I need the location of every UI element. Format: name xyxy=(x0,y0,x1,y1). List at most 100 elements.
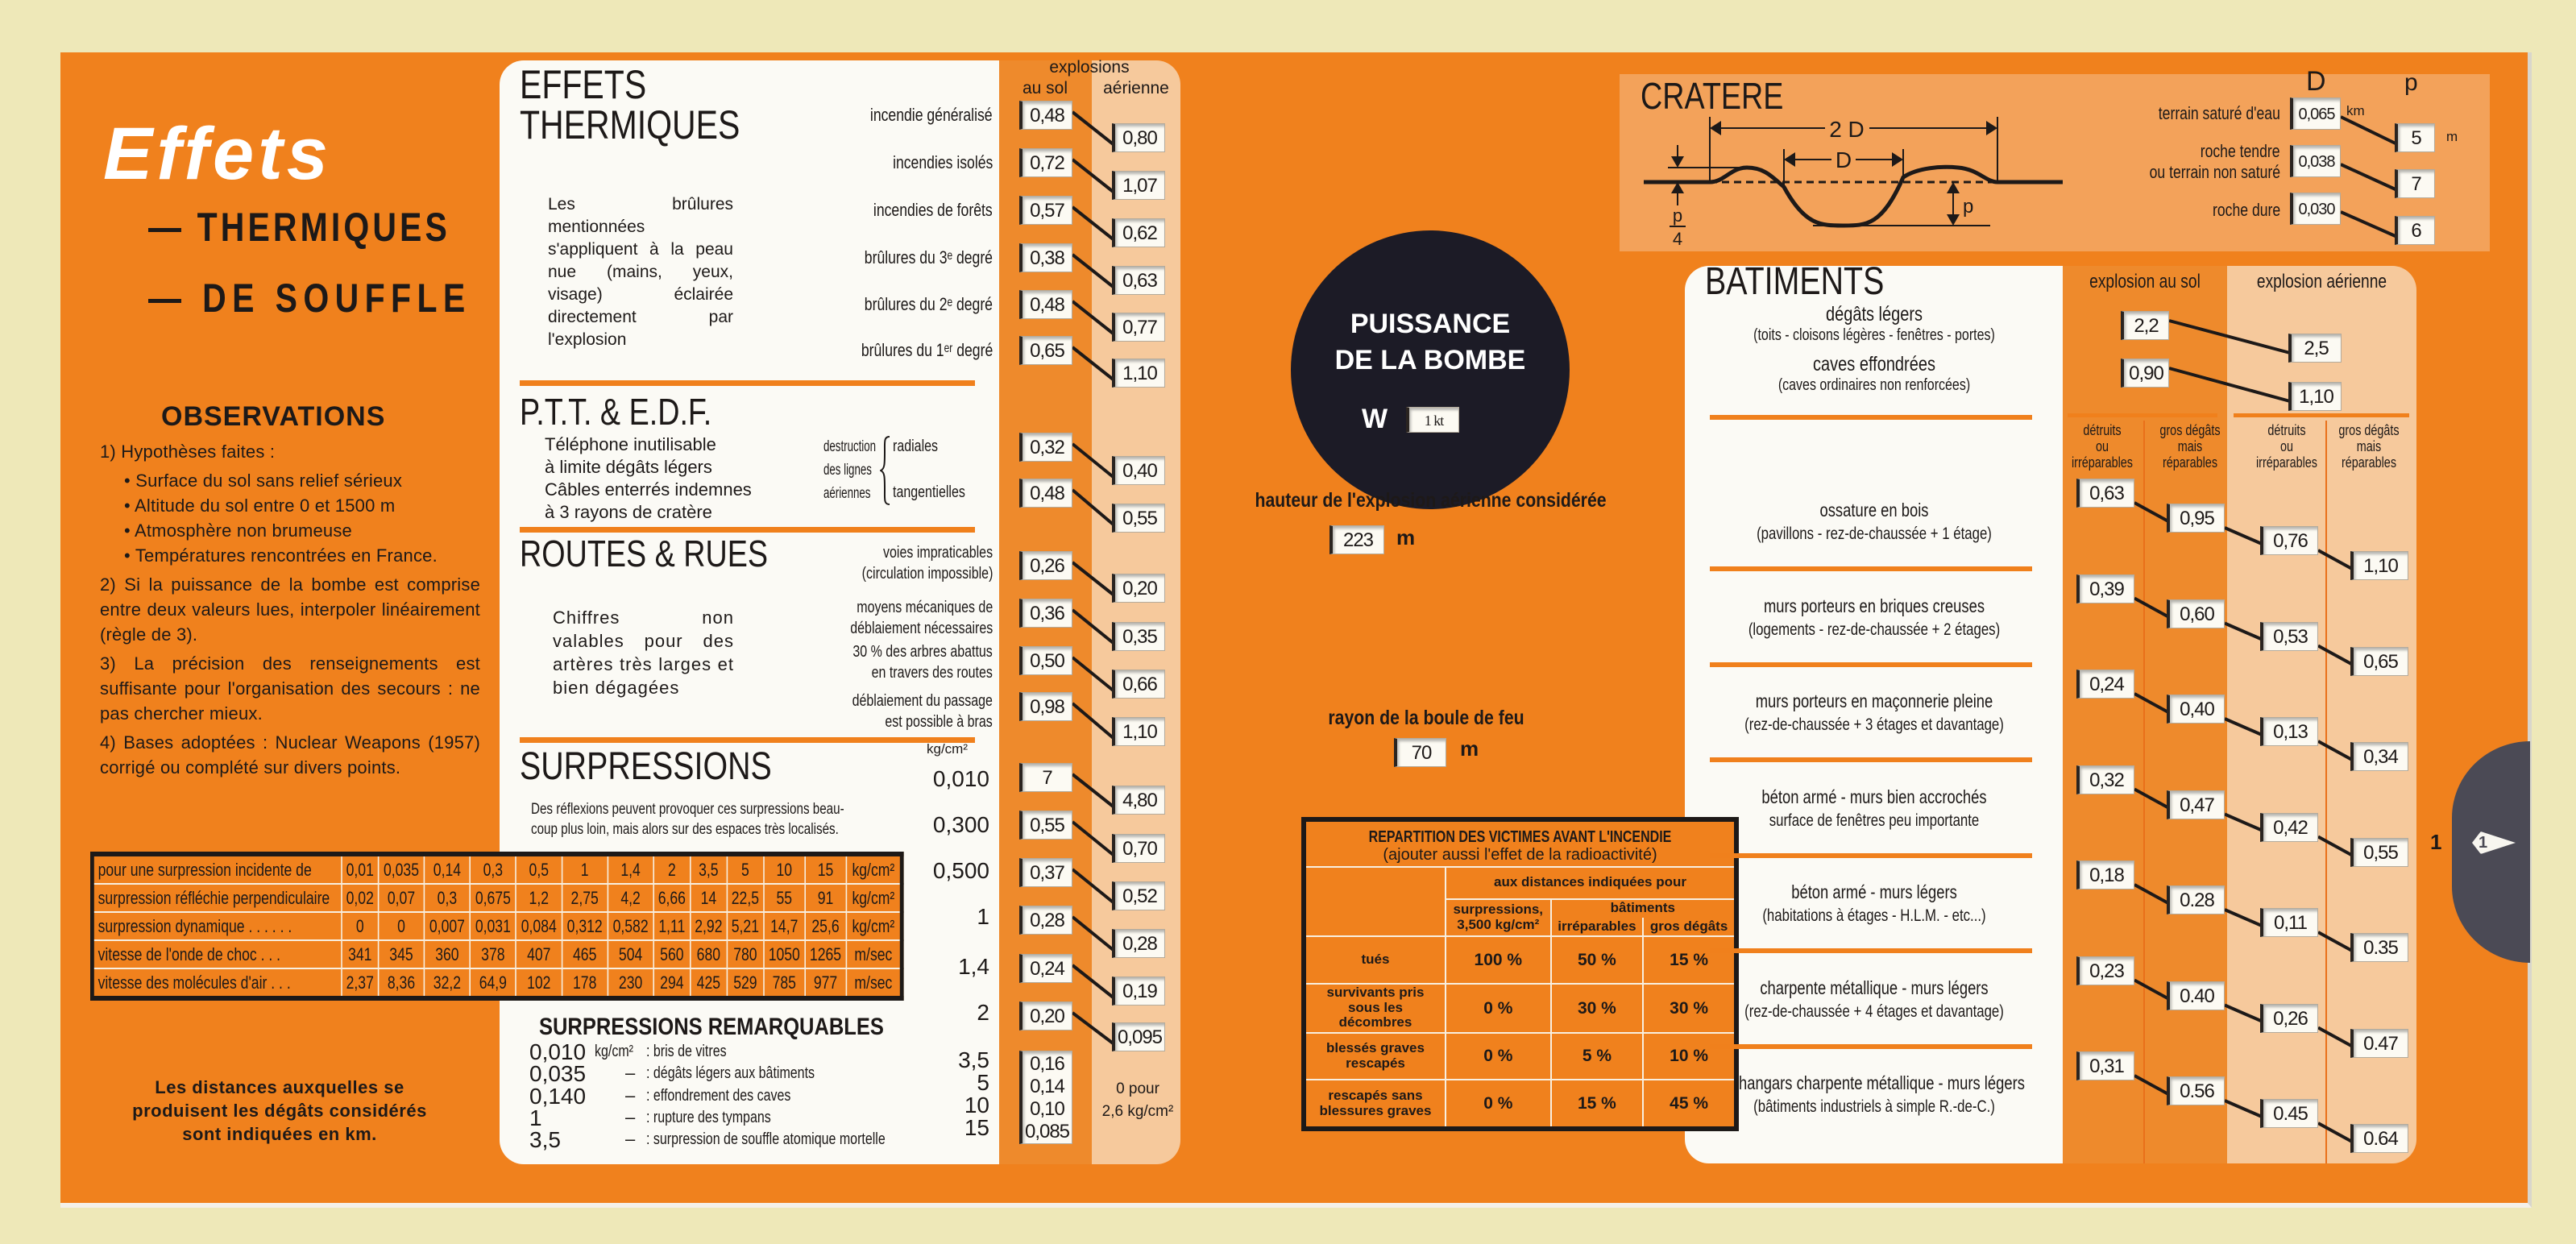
ground-distance-window[interactable]: 0,55 xyxy=(1019,811,1072,840)
air-distance-window[interactable]: 0,35 xyxy=(1112,622,1165,651)
table-row: vitesse de l'onde de choc . . . 341 345 360… xyxy=(91,939,903,969)
crater-depth-window[interactable]: 5 xyxy=(2395,123,2435,152)
building-distance-window[interactable]: 0.47 xyxy=(2350,1028,2408,1058)
building-distance-window[interactable]: 0,23 xyxy=(2076,956,2134,985)
building-distance-window[interactable]: 0.64 xyxy=(2350,1124,2408,1153)
building-distance-window[interactable]: 0,39 xyxy=(2076,574,2134,603)
air-distance-window[interactable]: 0,20 xyxy=(1112,574,1165,603)
table-cell: 2,75 xyxy=(561,883,608,913)
building-distance-window[interactable]: 0,26 xyxy=(2260,1003,2318,1033)
ground-distance-window[interactable]: 7 xyxy=(1019,763,1072,792)
ground-distance-window[interactable]: 0,32 xyxy=(1019,433,1072,462)
air-distance-window[interactable]: 0,62 xyxy=(1112,218,1165,247)
victims-title-text: REPARTITION DES VICTIMES AVANT L'INCENDI… xyxy=(1368,827,1672,846)
overpressure-header: surpressions, 3,500 kg/cm² xyxy=(1445,898,1552,938)
crater-diameter-window[interactable]: 0,038 xyxy=(2290,145,2341,177)
air-distance-window[interactable]: 0,095 xyxy=(1112,1022,1165,1051)
building-distance-window[interactable]: 0,42 xyxy=(2260,812,2318,842)
building-distance-window[interactable]: 0,47 xyxy=(2167,790,2225,819)
air-distance-window[interactable]: 1,10 xyxy=(1112,359,1165,388)
building-distance-window[interactable]: 0,95 xyxy=(2167,504,2225,533)
ground-distance-window[interactable]: 0,26 xyxy=(1019,551,1072,580)
building-distance-window[interactable]: 0,32 xyxy=(2076,765,2134,794)
building-distance-window[interactable]: 0,24 xyxy=(2076,670,2134,699)
group-line: des lignes xyxy=(823,462,872,479)
air-distance-window[interactable]: 1,10 xyxy=(1112,717,1165,746)
ground-distance-window[interactable]: 0,72 xyxy=(1019,148,1072,177)
subheader-line: gros dégâts xyxy=(2159,422,2221,438)
ground-distance-window[interactable]: 0,36 xyxy=(1019,599,1072,628)
surpressions-title: SURPRESSIONS xyxy=(520,745,772,788)
air-distance-window[interactable]: 0,70 xyxy=(1112,834,1165,863)
ground-distance-window[interactable]: 0,48 xyxy=(1019,101,1072,130)
table-cell: 2 xyxy=(653,853,691,885)
ground-distance-window[interactable]: 0,65 xyxy=(1019,336,1072,365)
air-distance-window[interactable]: 0,77 xyxy=(1112,313,1165,342)
air-distance-window[interactable]: 0,80 xyxy=(1112,123,1165,152)
ground-distance-window[interactable]: 0,20 xyxy=(1019,1001,1072,1030)
building-distance-window[interactable]: 1,10 xyxy=(2350,551,2408,580)
crater-depth-window[interactable]: 7 xyxy=(2395,169,2435,198)
buildings-title: BATIMENTS xyxy=(1705,260,1885,303)
section-divider xyxy=(1710,948,2032,953)
building-distance-window[interactable]: 0,60 xyxy=(2167,599,2225,628)
surpressions-note: Des réflexions peuvent provoquer ces sur… xyxy=(531,799,844,840)
building-distance-window[interactable]: 0,53 xyxy=(2260,621,2318,651)
ground-distance-window[interactable]: 0,28 xyxy=(1019,906,1072,935)
yield-window[interactable]: 1 kt xyxy=(1406,407,1459,433)
building-distance-window[interactable]: 0.28 xyxy=(2167,885,2225,914)
crater-diameter-window[interactable]: 0,065 xyxy=(2290,97,2341,130)
crater-depth-window[interactable]: 6 xyxy=(2395,216,2435,245)
air-distance-window[interactable]: 1,10 xyxy=(2288,382,2342,411)
fireball-window[interactable]: 70 xyxy=(1394,738,1446,767)
building-distance-window[interactable]: 0,63 xyxy=(2076,479,2134,508)
ground-distance-window[interactable]: 0,37 xyxy=(1019,858,1072,887)
building-distance-window[interactable]: 0,40 xyxy=(2167,695,2225,724)
ground-distance-window[interactable]: 0,38 xyxy=(1019,243,1072,272)
air-distance-window[interactable]: 2,5 xyxy=(2288,334,2342,363)
table-cell: 32,2 xyxy=(423,968,471,999)
ground-distance-window[interactable]: 0,50 xyxy=(1019,646,1072,675)
ground-distance-window-stack[interactable]: 0,16 0,14 0,10 0,085 xyxy=(1019,1051,1072,1144)
stack-value: 0,16 xyxy=(1030,1053,1065,1075)
building-label: dégâts légers xyxy=(1825,303,1923,326)
empty-cell xyxy=(1303,865,1446,938)
ground-distance-window[interactable]: 0,90 xyxy=(2121,359,2169,388)
air-distance-window[interactable]: 0,66 xyxy=(1112,670,1165,699)
slider-pull-tab[interactable] xyxy=(2452,741,2530,963)
building-distance-window[interactable]: 0.56 xyxy=(2167,1076,2225,1105)
air-distance-window[interactable]: 0,52 xyxy=(1112,881,1165,910)
building-distance-window[interactable]: 0,31 xyxy=(2076,1051,2134,1080)
column-divider xyxy=(2068,413,2217,417)
building-distance-window[interactable]: 0,34 xyxy=(2350,742,2408,771)
building-distance-window[interactable]: 0,11 xyxy=(2260,908,2318,937)
crater-row-label: roche dure xyxy=(2212,200,2280,220)
air-distance-window[interactable]: 4,80 xyxy=(1112,786,1165,815)
air-distance-window[interactable]: 0,28 xyxy=(1112,929,1165,958)
ground-distance-window[interactable]: 0,48 xyxy=(1019,479,1072,508)
ground-distance-window[interactable]: 0,57 xyxy=(1019,196,1072,225)
section-divider xyxy=(1710,566,2032,571)
building-distance-window[interactable]: 0,76 xyxy=(2260,526,2318,555)
building-distance-window[interactable]: 0,18 xyxy=(2076,860,2134,889)
ground-distance-window[interactable]: 0,48 xyxy=(1019,290,1072,319)
ground-distance-window[interactable]: 0,24 xyxy=(1019,954,1072,983)
height-window[interactable]: 223 xyxy=(1329,525,1384,554)
building-distance-window[interactable]: 0.40 xyxy=(2167,981,2225,1010)
air-distance-window[interactable]: 0,40 xyxy=(1112,456,1165,485)
air-distance-window[interactable]: 1,07 xyxy=(1112,171,1165,200)
building-distance-window[interactable]: 0.35 xyxy=(2350,933,2408,962)
air-distance-window[interactable]: 0,55 xyxy=(1112,504,1165,533)
air-distance-window[interactable]: 0,63 xyxy=(1112,266,1165,295)
building-distance-window[interactable]: 0,55 xyxy=(2350,837,2408,867)
air-distance-window[interactable]: 0,19 xyxy=(1112,977,1165,1006)
building-distance-window[interactable]: 0,13 xyxy=(2260,717,2318,746)
table-cell: 10 xyxy=(762,853,806,885)
crater-diameter-window[interactable]: 0,030 xyxy=(2290,193,2341,225)
ground-distance-window[interactable]: 2,2 xyxy=(2121,311,2169,340)
thermal-row-label: incendies de forêts xyxy=(873,200,993,220)
air-note-line: 2,6 kg/cm² xyxy=(1101,1103,1174,1120)
building-distance-window[interactable]: 0.45 xyxy=(2260,1099,2318,1128)
ground-distance-window[interactable]: 0,98 xyxy=(1019,692,1072,721)
building-distance-window[interactable]: 0,65 xyxy=(2350,646,2408,676)
